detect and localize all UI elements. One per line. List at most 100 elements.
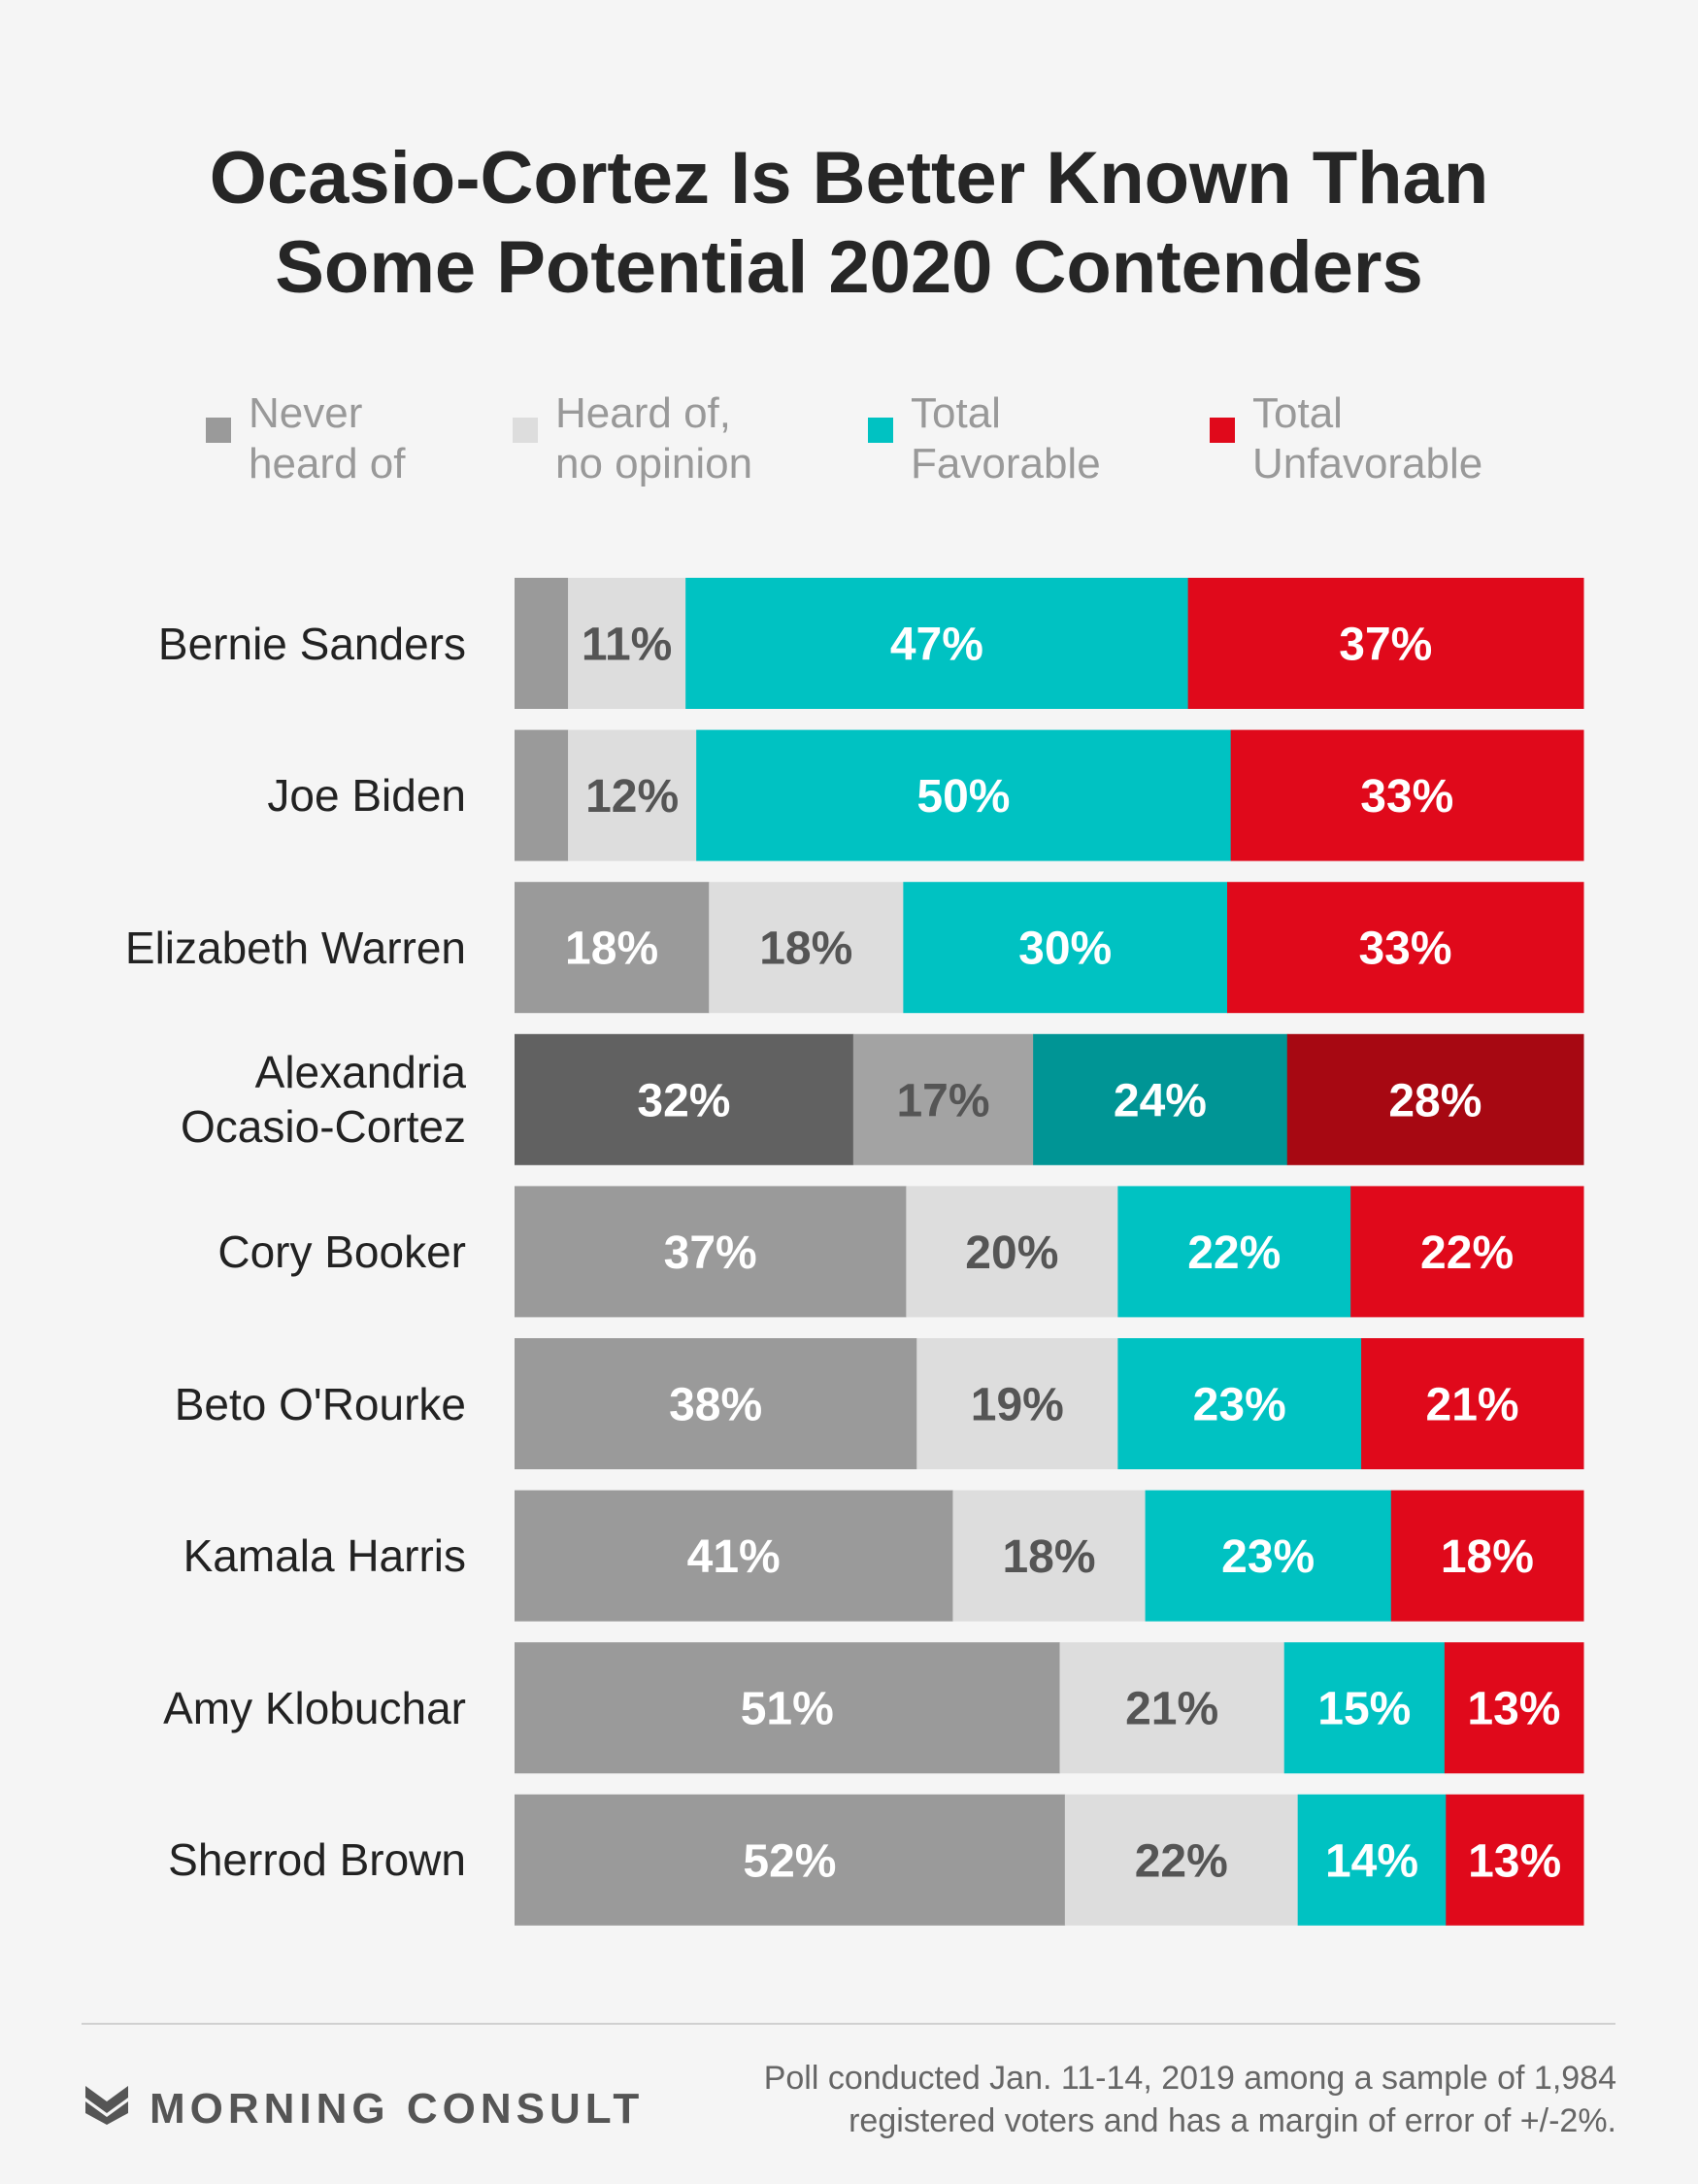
bar-beto-o-rourke-no-opinion [916,1338,1118,1469]
bar-row-bernie-sanders: 11% 47% 37% [515,578,1584,709]
bar-sherrod-brown-never-heard-of [515,1794,1066,1926]
data-label-elizabeth-warren-total-unfavorable: 33% [1358,924,1451,975]
bar-kamala-harris-never-heard-of [515,1490,953,1622]
legend: Never heard of Heard of, no opinion Total F… [0,388,1698,505]
bar-elizabeth-warren-total-unfavorable [1227,882,1584,1014]
bar-sherrod-brown-no-opinion [1064,1794,1299,1926]
category-label-elizabeth-warren: Elizabeth Warren [124,922,466,973]
data-label-cory-booker-total-favorable: 22% [1187,1227,1281,1279]
chart-title-line-1: Ocasio-Cortez Is Better Known Than [209,137,1489,219]
data-label-elizabeth-warren-never-heard-of: 18% [565,924,658,975]
chart-title-line-2: Some Potential 2020 Contenders [275,226,1423,309]
category-label-sherrod-brown: Sherrod Brown [168,1834,466,1886]
data-label-alexandria-ocasio-cortez-total-favorable: 24% [1114,1075,1207,1126]
data-label-amy-klobuchar-no-opinion: 21% [1125,1684,1218,1735]
category-label-cory-booker: Cory Booker [217,1226,466,1277]
data-label-amy-klobuchar-total-favorable: 15% [1317,1684,1411,1735]
bar-kamala-harris-total-unfavorable [1390,1490,1584,1622]
morning-consult-chevron-icon [85,2086,128,2125]
category-label-joe-biden: Joe Biden [267,770,466,822]
legend-swatch-no-opinion [513,418,538,443]
bar-row-cory-booker: 37% 20% 22% 22% [515,1186,1584,1318]
footnote-line-2: registered voters and has a margin of er… [849,2102,1616,2139]
bar-joe-biden-no-opinion [568,729,697,861]
bar-sherrod-brown-total-unfavorable [1446,1794,1584,1926]
bar-alexandria-ocasio-cortez-total-unfavorable [1286,1033,1584,1165]
category-label-kamala-harris: Kamala Harris [183,1530,466,1582]
footer-divider [82,2023,1615,2025]
bar-bernie-sanders-total-unfavorable [1187,578,1584,709]
data-label-cory-booker-total-unfavorable: 22% [1420,1227,1514,1279]
data-label-joe-biden-no-opinion: 12% [585,771,679,823]
bar-amy-klobuchar-never-heard-of [515,1642,1061,1774]
bar-kamala-harris-total-favorable [1145,1490,1392,1622]
bar-cory-booker-total-favorable [1117,1186,1351,1318]
bar-amy-klobuchar-no-opinion [1059,1642,1285,1774]
data-label-amy-klobuchar-total-unfavorable: 13% [1467,1684,1560,1735]
category-label-alexandria-ocasio-cortez: Alexandria Ocasio-Cortez [181,1047,466,1153]
data-label-kamala-harris-no-opinion: 18% [1002,1531,1095,1583]
bar-joe-biden-total-unfavorable [1230,729,1584,861]
bar-row-kamala-harris: 41% 18% 23% 18% [515,1490,1584,1622]
data-label-cory-booker-no-opinion: 20% [965,1227,1058,1279]
bar-beto-o-rourke-total-favorable [1117,1338,1362,1469]
bar-cory-booker-never-heard-of [515,1186,907,1318]
bar-row-joe-biden: 12% 50% 33% [515,729,1584,861]
data-label-bernie-sanders-total-favorable: 47% [890,620,983,671]
data-label-amy-klobuchar-never-heard-of: 51% [741,1684,834,1735]
bar-row-beto-o-rourke: 38% 19% 23% 21% [515,1338,1584,1469]
category-label-amy-klobuchar: Amy Klobuchar [163,1682,466,1733]
legend-swatch-total-favorable [868,418,893,443]
poll-footnote: Poll conducted Jan. 11-14, 2019 among a … [646,2057,1616,2142]
data-label-sherrod-brown-no-opinion: 22% [1135,1835,1228,1887]
data-label-bernie-sanders-no-opinion: 11% [582,620,672,671]
category-label-beto-o-rourke: Beto O'Rourke [174,1378,466,1429]
legend-label-no-opinion: Heard of, no opinion [555,389,753,487]
data-label-joe-biden-total-favorable: 50% [916,771,1010,823]
data-label-beto-o-rourke-never-heard-of: 38% [669,1380,762,1431]
bar-amy-klobuchar-total-unfavorable [1444,1642,1584,1774]
legend-label-never-heard-of: Never heard of [249,389,406,487]
bar-alexandria-ocasio-cortez-never-heard-of [515,1033,854,1165]
data-label-alexandria-ocasio-cortez-total-unfavorable: 28% [1388,1075,1482,1126]
bar-beto-o-rourke-total-unfavorable [1361,1338,1584,1469]
legend-label-total-favorable: Total Favorable [911,389,1101,487]
bar-joe-biden-never-heard-of [515,729,569,861]
legend-swatch-never-heard-of [206,418,231,443]
data-label-kamala-harris-total-unfavorable: 18% [1441,1531,1534,1583]
bar-bernie-sanders-no-opinion [568,578,686,709]
bar-elizabeth-warren-total-favorable [903,882,1228,1014]
bar-bernie-sanders-never-heard-of [515,578,569,709]
data-label-cory-booker-never-heard-of: 37% [664,1227,757,1279]
bar-amy-klobuchar-total-favorable [1283,1642,1446,1774]
legend-swatch-total-unfavorable [1210,418,1235,443]
data-label-beto-o-rourke-total-favorable: 23% [1193,1380,1286,1431]
bar-row-elizabeth-warren: 18% 18% 30% 33% [515,882,1584,1014]
bar-bernie-sanders-total-favorable [685,578,1189,709]
bar-joe-biden-total-favorable [696,729,1232,861]
data-label-sherrod-brown-total-unfavorable: 13% [1468,1835,1561,1887]
data-label-elizabeth-warren-total-favorable: 30% [1018,924,1112,975]
bar-sherrod-brown-total-favorable [1297,1794,1447,1926]
bar-row-sherrod-brown: 52% 22% 14% 13% [515,1794,1584,1926]
bar-cory-booker-total-unfavorable [1350,1186,1584,1318]
bar-alexandria-ocasio-cortez-total-favorable [1033,1033,1288,1165]
data-label-alexandria-ocasio-cortez-never-heard-of: 32% [637,1075,730,1126]
data-label-sherrod-brown-never-heard-of: 52% [743,1835,836,1887]
data-label-beto-o-rourke-total-unfavorable: 21% [1426,1380,1519,1431]
data-label-beto-o-rourke-no-opinion: 19% [971,1380,1064,1431]
bar-alexandria-ocasio-cortez-no-opinion [852,1033,1034,1165]
data-label-elizabeth-warren-no-opinion: 18% [759,924,852,975]
bar-cory-booker-no-opinion [906,1186,1118,1318]
bar-beto-o-rourke-never-heard-of [515,1338,917,1469]
data-label-alexandria-ocasio-cortez-no-opinion: 17% [896,1075,989,1126]
data-label-sherrod-brown-total-favorable: 14% [1325,1835,1418,1887]
footnote-line-1: Poll conducted Jan. 11-14, 2019 among a … [763,2060,1616,2097]
bar-kamala-harris-no-opinion [952,1490,1147,1622]
bar-row-alexandria-ocasio-cortez: 32% 17% 24% 28% [515,1033,1584,1165]
bar-elizabeth-warren-never-heard-of [515,882,710,1014]
data-label-kamala-harris-total-favorable: 23% [1221,1531,1315,1583]
data-label-joe-biden-total-unfavorable: 33% [1360,771,1453,823]
